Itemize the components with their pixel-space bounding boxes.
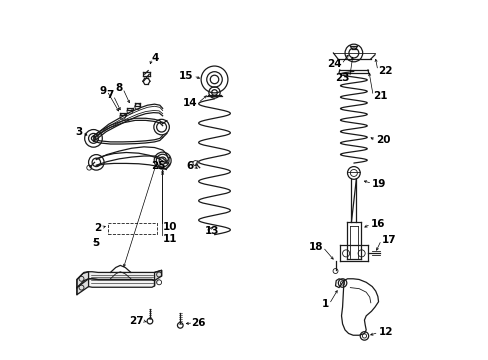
Text: 8: 8 xyxy=(115,83,122,93)
Text: 1: 1 xyxy=(321,299,328,309)
Text: 27: 27 xyxy=(129,316,143,326)
Text: 9: 9 xyxy=(100,86,107,96)
Text: 14: 14 xyxy=(183,98,198,108)
Text: 25: 25 xyxy=(151,161,165,171)
Text: 16: 16 xyxy=(370,219,385,229)
Text: 10: 10 xyxy=(163,221,177,231)
Text: 5: 5 xyxy=(92,238,99,248)
Text: 23: 23 xyxy=(334,73,349,83)
Text: 2: 2 xyxy=(94,222,102,233)
Text: 7: 7 xyxy=(106,90,113,100)
Text: 24: 24 xyxy=(326,59,341,69)
Polygon shape xyxy=(77,270,161,288)
Polygon shape xyxy=(154,270,161,286)
Text: 11: 11 xyxy=(163,234,177,244)
Polygon shape xyxy=(77,279,154,294)
Text: 15: 15 xyxy=(179,71,193,81)
Text: 19: 19 xyxy=(371,179,386,189)
Text: 4: 4 xyxy=(151,53,158,63)
Text: 20: 20 xyxy=(375,135,389,145)
Text: 6: 6 xyxy=(186,161,193,171)
Bar xyxy=(107,224,157,234)
Text: 26: 26 xyxy=(190,318,205,328)
Text: 12: 12 xyxy=(378,327,392,337)
Text: 13: 13 xyxy=(204,226,219,236)
Text: 22: 22 xyxy=(377,66,391,76)
Text: 21: 21 xyxy=(372,91,387,101)
Polygon shape xyxy=(77,272,88,294)
Text: 17: 17 xyxy=(381,235,395,245)
Text: 3: 3 xyxy=(75,127,82,138)
Text: 18: 18 xyxy=(308,242,322,252)
